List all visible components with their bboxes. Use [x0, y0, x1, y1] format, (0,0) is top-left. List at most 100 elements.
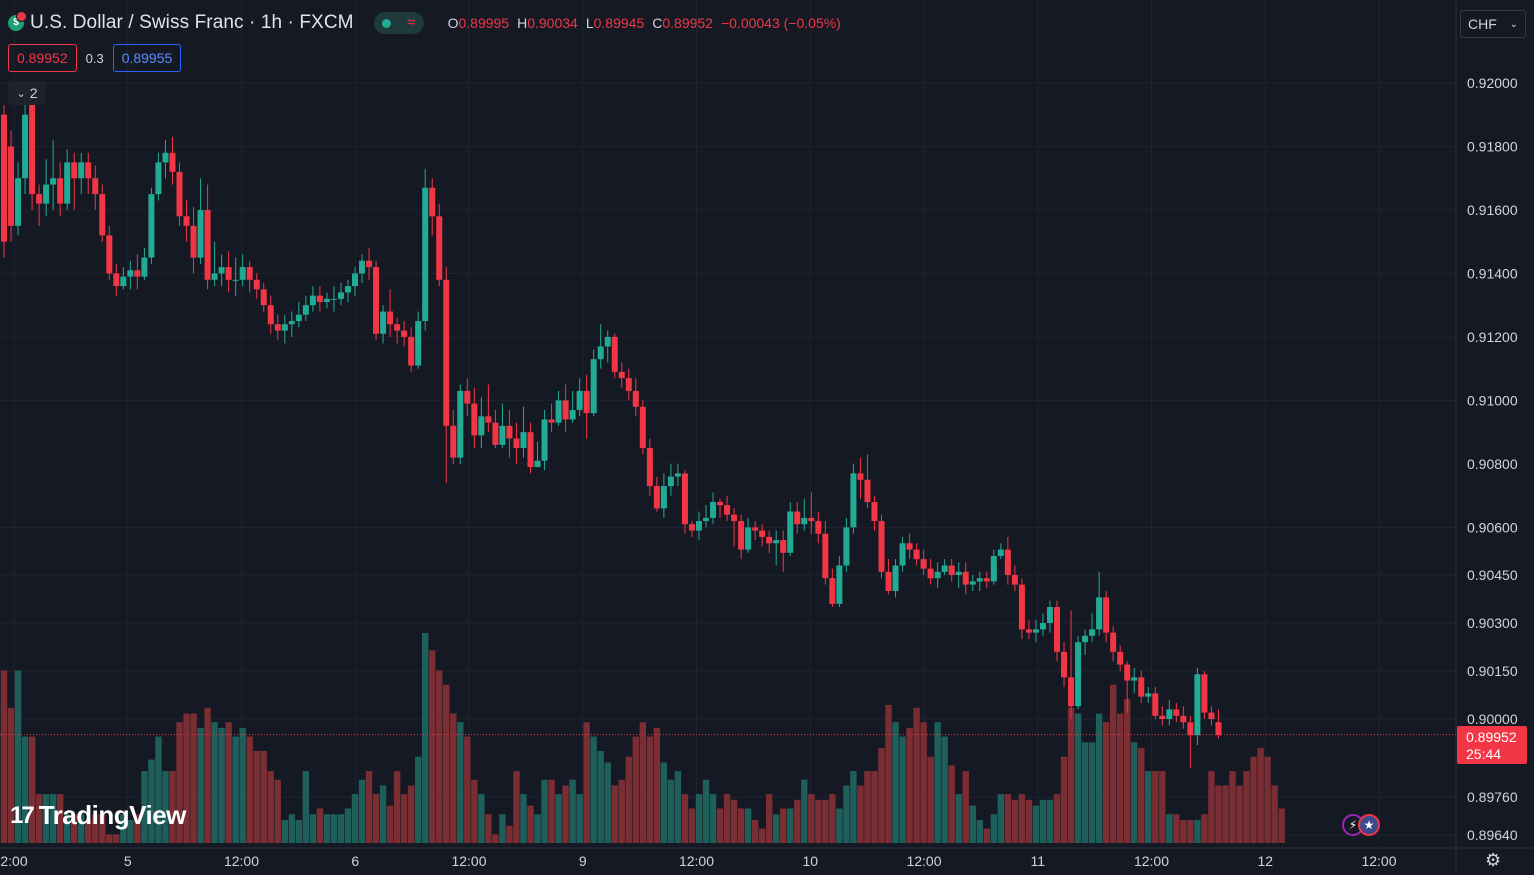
- volume-bar: [386, 805, 394, 843]
- candle-body: [871, 501, 878, 522]
- volume-bar: [843, 785, 850, 843]
- volume-bar: [969, 805, 976, 843]
- candle-body: [478, 416, 485, 436]
- price-axis[interactable]: 0.92000 0.91800 0.91600 0.91400 0.91200 0.910…: [1467, 75, 1518, 843]
- volume-bar: [660, 762, 668, 843]
- candle-body: [745, 527, 752, 550]
- ohlc-legend: O0.89995 H0.90034 L0.89945 C0.89952 −0.0…: [447, 15, 841, 31]
- symbol-title[interactable]: U.S. Dollar / Swiss Franc · 1h · FXCM: [30, 12, 354, 33]
- candle-body: [450, 425, 457, 458]
- market-status[interactable]: ≈: [373, 12, 424, 34]
- candle-body: [120, 276, 127, 287]
- buy-button[interactable]: 0.89955: [112, 44, 182, 72]
- volume-bar: [78, 814, 85, 843]
- candle-body: [36, 194, 43, 204]
- volume-bar: [576, 794, 583, 843]
- candle-body: [997, 549, 1004, 556]
- volume-bar: [1039, 799, 1047, 843]
- candle-body: [302, 305, 309, 315]
- candle-body: [864, 479, 871, 502]
- gear-icon[interactable]: ⚙: [1485, 850, 1502, 870]
- volume-bar: [604, 762, 611, 843]
- candle-body: [695, 521, 702, 531]
- volume-bar: [1011, 799, 1019, 843]
- volume-bar: [962, 771, 969, 843]
- volume-bar: [92, 814, 99, 843]
- volume-bar: [372, 794, 380, 843]
- volume-bar: [485, 814, 492, 843]
- volume-bar: [1145, 771, 1152, 843]
- candle-body: [976, 578, 983, 582]
- price-tick-label: 0.90150: [1467, 663, 1518, 679]
- candle-body: [352, 273, 358, 287]
- candle-body: [899, 543, 906, 566]
- volume-bar: [113, 834, 120, 843]
- volume-bar: [316, 808, 324, 843]
- tradingview-logo[interactable]: 17 TradingView: [10, 800, 186, 830]
- candle-body: [183, 216, 190, 226]
- volume-bar: [723, 794, 731, 843]
- volume-bar: [646, 736, 654, 843]
- currency-select[interactable]: CHF ⌄: [1460, 10, 1526, 38]
- volume-bar: [281, 819, 288, 843]
- candle-body: [1110, 632, 1117, 652]
- volume-bar: [1201, 814, 1208, 843]
- candle-body: [366, 260, 373, 268]
- volume-bar: [85, 819, 92, 843]
- economic-events[interactable]: ⚡ ★: [1342, 814, 1380, 836]
- candle-body: [1117, 651, 1124, 665]
- candle-body: [906, 543, 913, 550]
- candle-body: [169, 152, 176, 172]
- candle-body: [464, 390, 471, 404]
- volume-bar: [400, 794, 408, 843]
- candle-body: [815, 521, 822, 534]
- candle-body: [920, 559, 927, 569]
- candle-body: [681, 473, 688, 525]
- volume-bar: [365, 771, 373, 843]
- candle-body: [1208, 712, 1215, 719]
- volume-bar: [204, 707, 211, 843]
- candle-body: [1096, 597, 1103, 630]
- candle-body: [57, 178, 64, 204]
- candle-body: [576, 390, 583, 410]
- quote-panel: 0.89952 0.3 0.89955: [8, 44, 182, 72]
- candle-body: [1187, 722, 1194, 736]
- volume-bar: [548, 779, 555, 843]
- candle-body: [492, 422, 499, 445]
- chart-header: $ U.S. Dollar / Swiss Franc · 1h · FXCM …: [8, 10, 841, 36]
- indicators-toggle-button[interactable]: ⌄ 2: [8, 81, 46, 105]
- volume-bar: [478, 794, 485, 843]
- volume-bar: [829, 794, 836, 843]
- candle-body: [1131, 677, 1138, 681]
- volume-bar: [906, 727, 913, 843]
- volume-bar: [1278, 808, 1285, 843]
- volume-bar: [443, 684, 450, 843]
- price-tick-label: 0.90600: [1467, 519, 1518, 535]
- candle-body: [50, 178, 57, 185]
- candle-body: [843, 527, 850, 566]
- volume-bar: [379, 785, 387, 843]
- candle-body: [632, 390, 639, 407]
- price-tick-label: 0.90450: [1467, 567, 1518, 583]
- volume-bar: [176, 722, 183, 843]
- volume-bar: [351, 794, 359, 843]
- volume-bar: [730, 799, 738, 843]
- time-axis[interactable]: 2:00 5 12:00 6 12:00 9 12:00 10 12:00 11 12:00 12 12…: [0, 853, 1396, 869]
- candle-body: [639, 406, 646, 449]
- volume-bar: [1032, 805, 1040, 843]
- time-tick-label: 12:00: [906, 853, 941, 869]
- candle-body: [1138, 677, 1145, 697]
- candle-body: [569, 409, 576, 420]
- candle-body: [1054, 607, 1060, 652]
- candle-body: [295, 314, 302, 322]
- volume-bar: [1222, 785, 1229, 843]
- volume-bar: [169, 771, 176, 843]
- volume-bar: [864, 771, 871, 843]
- volume-bar: [1138, 748, 1145, 843]
- candle-body: [176, 171, 183, 217]
- sell-button[interactable]: 0.89952: [8, 44, 77, 72]
- us-flag-icon[interactable]: ★: [1358, 814, 1380, 836]
- volume-bar: [716, 808, 724, 843]
- volume-bar: [141, 771, 148, 843]
